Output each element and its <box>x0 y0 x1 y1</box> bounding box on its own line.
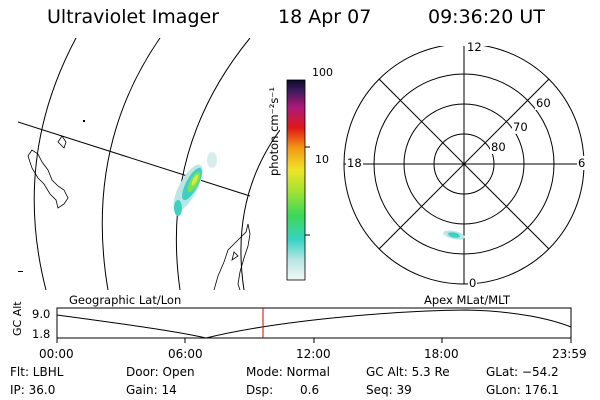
latitude-arc <box>101 38 161 290</box>
aurora-emission <box>173 152 217 216</box>
status-dsp-label: Dsp: <box>246 383 274 397</box>
mlat-label-70: 70 <box>512 120 529 134</box>
status-ip: IP: 36.0 <box>10 383 56 397</box>
status-door: Door: Open <box>126 365 195 379</box>
status-mode: Mode: Normal <box>246 365 330 379</box>
status-gain: Gain: 14 <box>126 383 177 397</box>
map-point <box>83 120 85 122</box>
status-filter: Flt: LBHL <box>10 365 64 379</box>
mlat-label-80: 80 <box>490 140 507 154</box>
colorbar-tick-100: 100 <box>312 66 333 79</box>
status-gc-alt: GC Alt: 5.3 Re <box>366 365 450 379</box>
polar-aurora-emission <box>443 230 465 240</box>
status-dsp-value: 0.6 <box>300 383 320 397</box>
time-tick-2359: 23:59 <box>552 347 587 361</box>
terminator-line <box>18 121 251 197</box>
colorbar-unit-label: photon cm⁻²s⁻¹ <box>267 87 281 176</box>
time-tick-1200: 12:00 <box>296 347 331 361</box>
observation-date: 18 Apr 07 <box>278 6 372 28</box>
color-scale-bar <box>286 79 310 281</box>
mlt-label-18: 18 <box>346 156 363 170</box>
status-glat: GLat: −54.2 <box>486 365 559 379</box>
altitude-curve <box>56 309 572 339</box>
mlt-label-0: 0 <box>468 276 478 290</box>
altitude-ytick-min: 1.8 <box>32 327 51 341</box>
colorbar-tick-10: 10 <box>315 153 329 166</box>
observation-time: 09:36:20 UT <box>428 6 545 28</box>
map-tick <box>18 271 23 272</box>
coastline <box>27 149 69 209</box>
status-glon: GLon: 176.1 <box>486 383 559 397</box>
coastline <box>213 223 251 290</box>
geographic-panel-label: Geographic Lat/Lon <box>69 293 182 307</box>
apex-panel-label: Apex MLat/MLT <box>424 293 511 307</box>
time-tick-1800: 18:00 <box>424 347 459 361</box>
mlt-label-12: 12 <box>466 40 483 54</box>
latitude-arc <box>240 129 280 290</box>
polar-mlat-mlt-plot <box>343 46 585 285</box>
latitude-arc <box>33 38 77 290</box>
status-seq: Seq: 39 <box>366 383 412 397</box>
altitude-ytick-max: 9.0 <box>32 307 51 321</box>
time-tick-0000: 00:00 <box>39 347 74 361</box>
altitude-ylabel: GC Alt <box>11 301 24 336</box>
mlat-label-60: 60 <box>535 96 552 110</box>
latitude-arc <box>175 38 251 290</box>
altitude-plot <box>56 307 572 343</box>
coastline <box>57 135 67 149</box>
geographic-map <box>18 38 280 290</box>
instrument-title: Ultraviolet Imager <box>47 6 220 28</box>
time-tick-0600: 06:00 <box>168 347 203 361</box>
mlt-label-6: 6 <box>577 156 587 170</box>
coastline <box>231 251 239 261</box>
